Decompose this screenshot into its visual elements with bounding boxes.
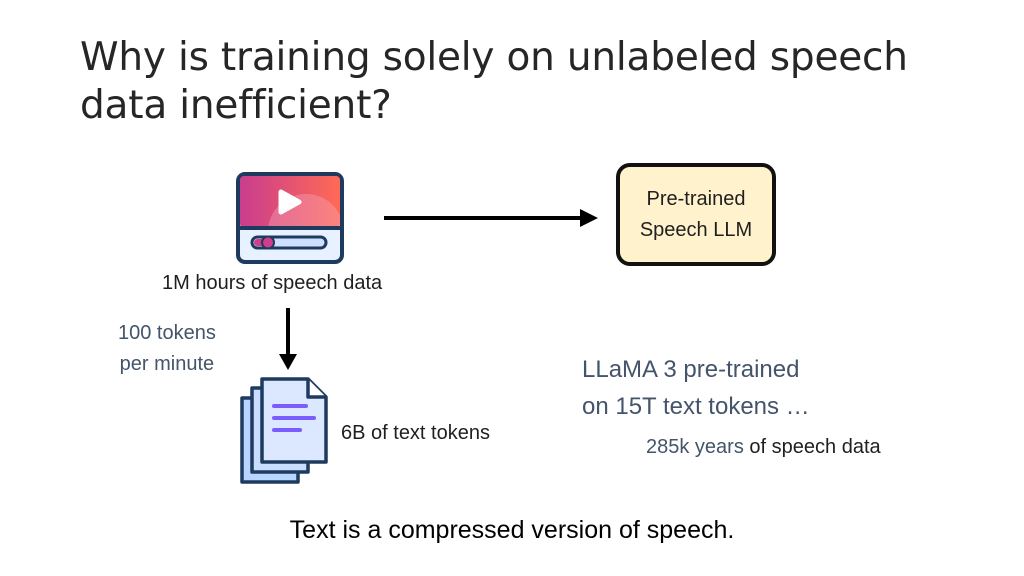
llama-note: LLaMA 3 pre-trained on 15T text tokens … [582,351,810,425]
text-tokens-label: 6B of text tokens [341,422,490,444]
speech-equivalent-value: 285k years [646,436,744,458]
speech-data-label: 1M hours of speech data [162,272,383,294]
speech-llm-box: Pre-trained Speech LLM [616,163,776,266]
video-player-icon [236,172,344,264]
conversion-rate-line1: 100 tokens [118,322,216,344]
speech-equivalent-label: 285k years of speech data [646,436,881,459]
conclusion-text: Text is a compressed version of speech. [289,516,735,544]
llm-label-line2: Speech LLM [639,218,753,241]
slide-title: Why is training solely on unlabeled spee… [80,35,908,128]
llm-label-line1: Pre-trained [646,187,746,210]
conversion-rate-line2: per minute [119,353,215,375]
llama-note-line2: on 15T text tokens … [582,393,810,420]
document-stack-icon [240,377,328,484]
conversion-rate-label: 100 tokens per minute [118,318,216,380]
arrow-to-llm [384,209,598,227]
llama-note-line1: LLaMA 3 pre-trained [582,356,800,383]
speech-equivalent-rest: of speech data [749,436,881,458]
arrow-to-tokens [279,308,297,370]
